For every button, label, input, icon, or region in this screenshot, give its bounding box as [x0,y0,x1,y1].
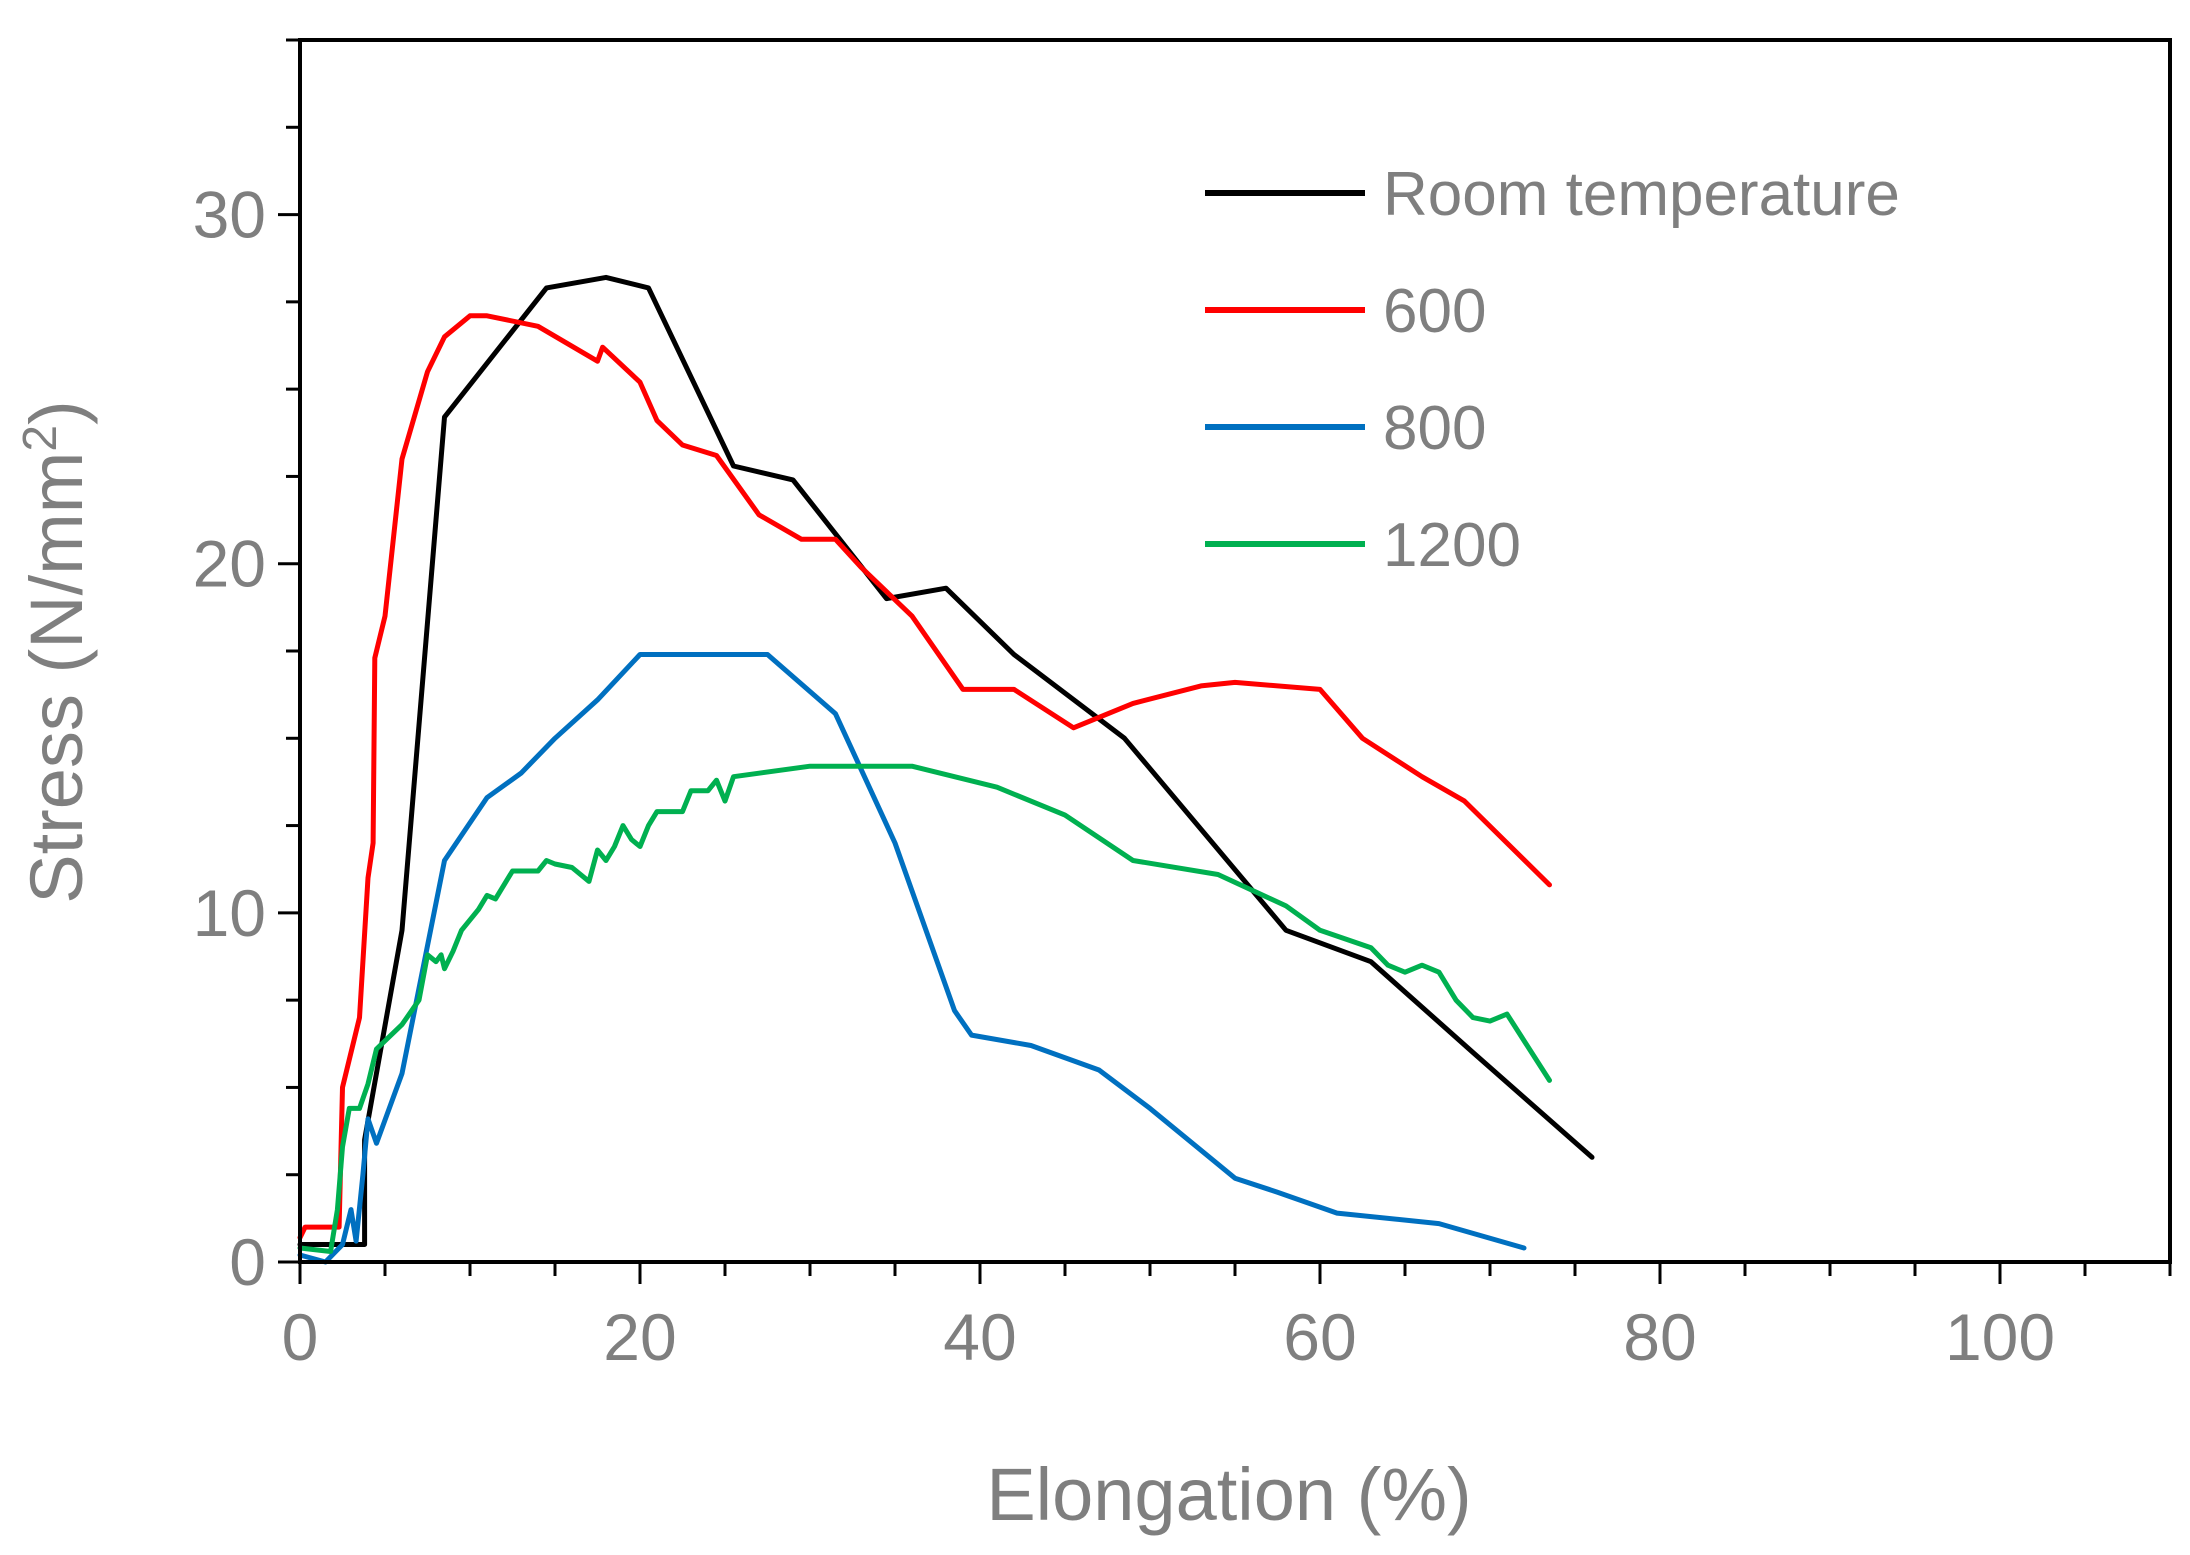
x-tick-label: 20 [603,1300,676,1374]
x-tick-label: 60 [1283,1300,1356,1374]
y-axis-title-close: ) [15,400,98,425]
legend-label: Room temperature [1383,160,1900,229]
y-axis-title: Stress (N/mm2) [14,400,98,904]
tick-layer: 0 20 40 60 80 100 0 10 20 30 [193,38,2172,1374]
y-axis-title-main: Stress (N/mm [15,452,98,904]
series-line-1 [297,313,1552,1241]
series-line-3 [297,763,1552,1254]
series-line-0 [297,274,1595,1247]
x-axis-title: Elongation (%) [986,1453,1471,1536]
x-tick-label: 0 [282,1300,319,1374]
y-tick-label: 10 [193,876,266,950]
y-axis-title-superscript: 2 [14,425,67,452]
legend-label: 800 [1383,394,1486,463]
x-tick-label: 100 [1945,1300,2055,1374]
legend-label: 1200 [1383,511,1521,580]
series-layer [297,274,1595,1265]
series-line-2 [297,652,1527,1265]
x-tick-label: 80 [1623,1300,1696,1374]
y-tick-label: 0 [229,1225,266,1299]
legend-layer: Room temperature 600 800 1200 [1205,160,1900,580]
x-tick-label: 40 [943,1300,1016,1374]
legend-label: 600 [1383,277,1486,346]
y-tick-label: 20 [193,527,266,601]
y-tick-label: 30 [193,178,266,252]
